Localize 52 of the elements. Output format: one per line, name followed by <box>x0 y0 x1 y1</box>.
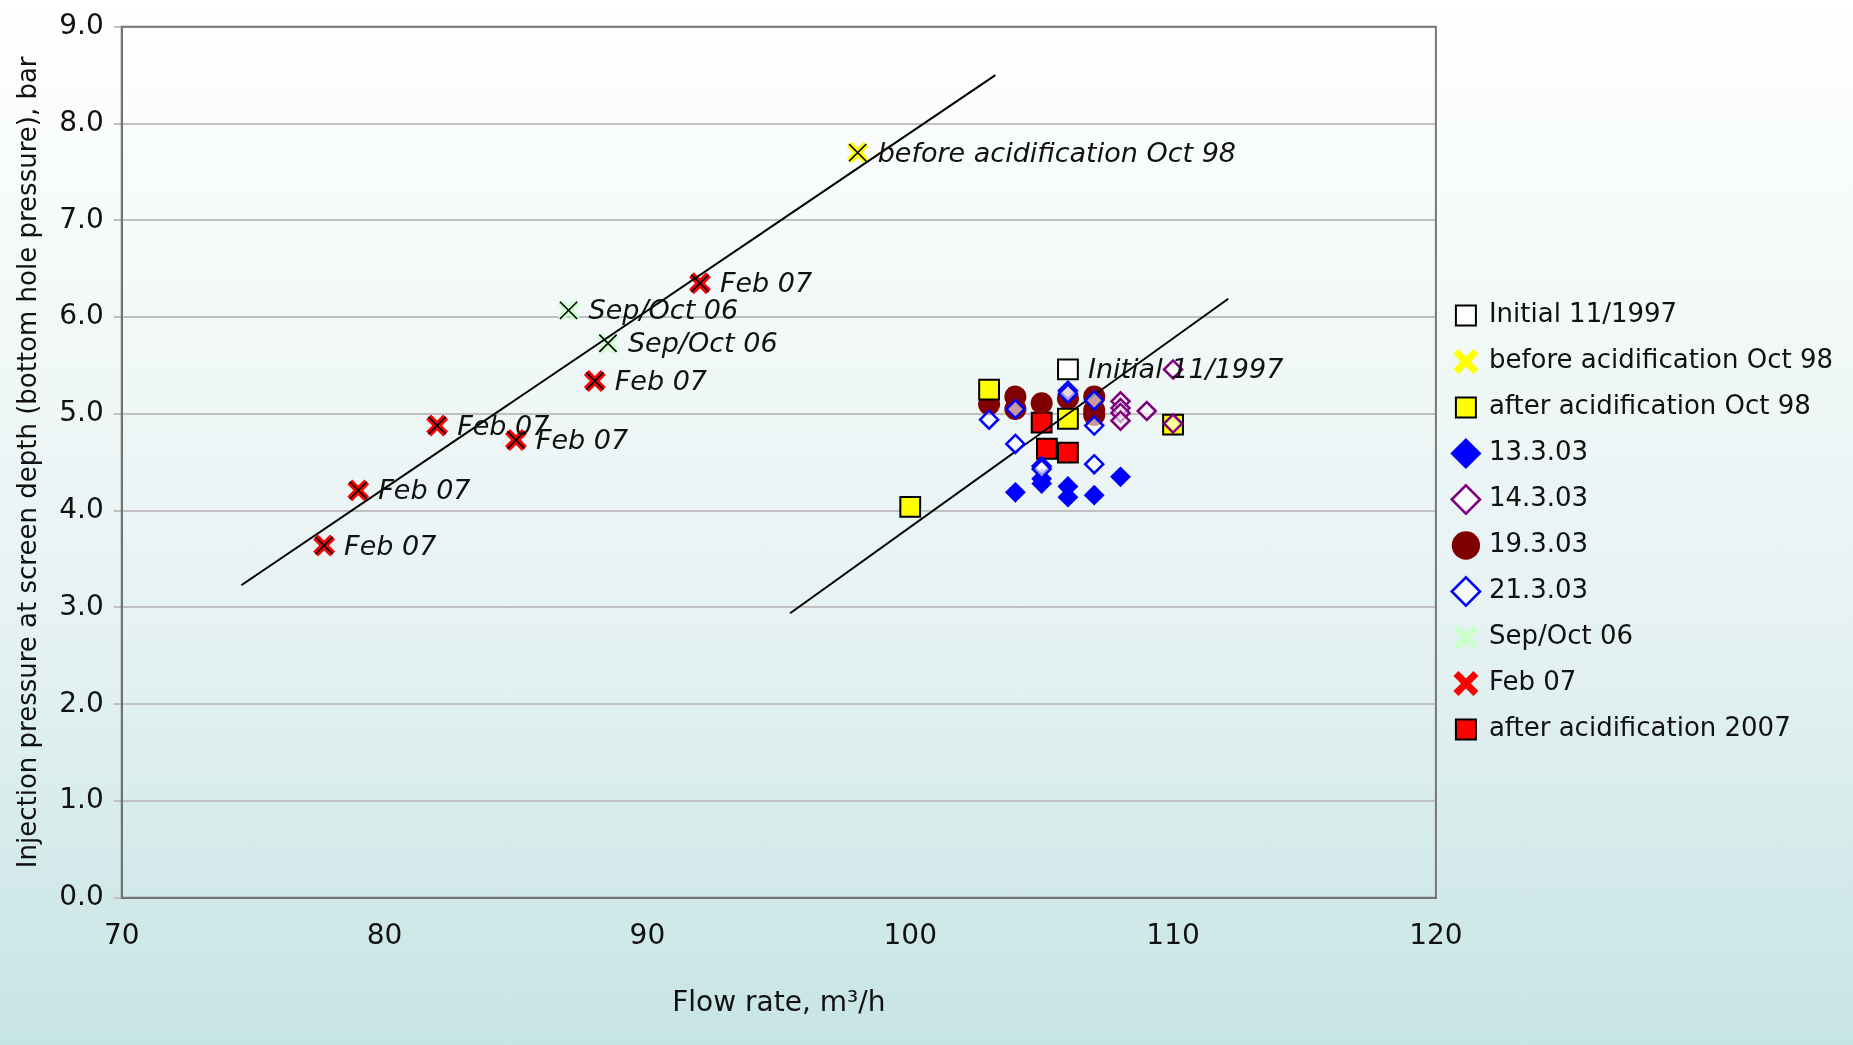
y-tick-label: 9.0 <box>59 8 104 42</box>
legend-label: 13.3.03 <box>1488 436 1589 467</box>
y-tick-label: 3.0 <box>59 588 104 622</box>
y-axis-title: Injection pressure at screen depth (bottom hole pressure), bar <box>12 56 43 869</box>
y-tick-label: 6.0 <box>59 298 104 332</box>
legend-label: 19.3.03 <box>1488 528 1589 559</box>
point <box>1084 485 1105 506</box>
point <box>1136 400 1158 422</box>
x-tick-label: 90 <box>629 917 666 951</box>
point <box>1030 411 1053 434</box>
point <box>1005 482 1026 503</box>
data-label: Feb 07 <box>614 365 708 397</box>
y-tick-label: 2.0 <box>59 685 104 719</box>
data-label: before acidification Oct 98 <box>877 136 1237 168</box>
x-tick-label: 120 <box>1409 917 1463 951</box>
point <box>1083 390 1105 411</box>
x-tick-label: 70 <box>103 917 140 951</box>
point <box>1083 453 1105 475</box>
point <box>1110 410 1131 431</box>
point <box>1083 415 1105 436</box>
legend-label: after acidification Oct 98 <box>1488 390 1811 421</box>
point <box>1005 433 1026 455</box>
point <box>1056 387 1079 410</box>
point <box>1110 466 1131 487</box>
y-tick-label: 4.0 <box>59 491 104 525</box>
legend-label: Sep/Oct 06 <box>1488 620 1633 651</box>
x-tick-label: 80 <box>366 917 403 951</box>
data-label: Feb 07 <box>719 267 813 299</box>
legend-label: Feb 07 <box>1488 666 1577 697</box>
x-tick-label: 110 <box>1146 917 1200 951</box>
y-tick-label: 0.0 <box>59 879 104 913</box>
y-tick-label: 8.0 <box>59 104 104 138</box>
x-axis-title: Flow rate, m³/h <box>672 985 886 1019</box>
y-tick-label: 7.0 <box>59 201 104 235</box>
legend-label: 21.3.03 <box>1488 574 1589 605</box>
y-tick-label: 1.0 <box>59 782 104 816</box>
point <box>899 495 922 518</box>
point <box>1030 392 1053 415</box>
data-label: Feb 07 <box>344 529 437 561</box>
data-label: Feb 07 <box>378 474 471 506</box>
legend-label: before acidification Oct 98 <box>1488 344 1833 375</box>
point <box>978 378 1000 401</box>
legend-label: Initial 11/1997 <box>1488 298 1678 329</box>
y-tick-label: 5.0 <box>59 395 104 429</box>
legend-label: 14.3.03 <box>1488 482 1589 513</box>
x-tick-label: 100 <box>883 917 937 951</box>
data-label: Sep/Oct 06 <box>627 327 778 359</box>
legend-label: after acidification 2007 <box>1488 712 1791 743</box>
point <box>1036 437 1058 460</box>
point <box>1057 441 1079 464</box>
point <box>1057 358 1079 381</box>
point <box>978 409 1000 430</box>
